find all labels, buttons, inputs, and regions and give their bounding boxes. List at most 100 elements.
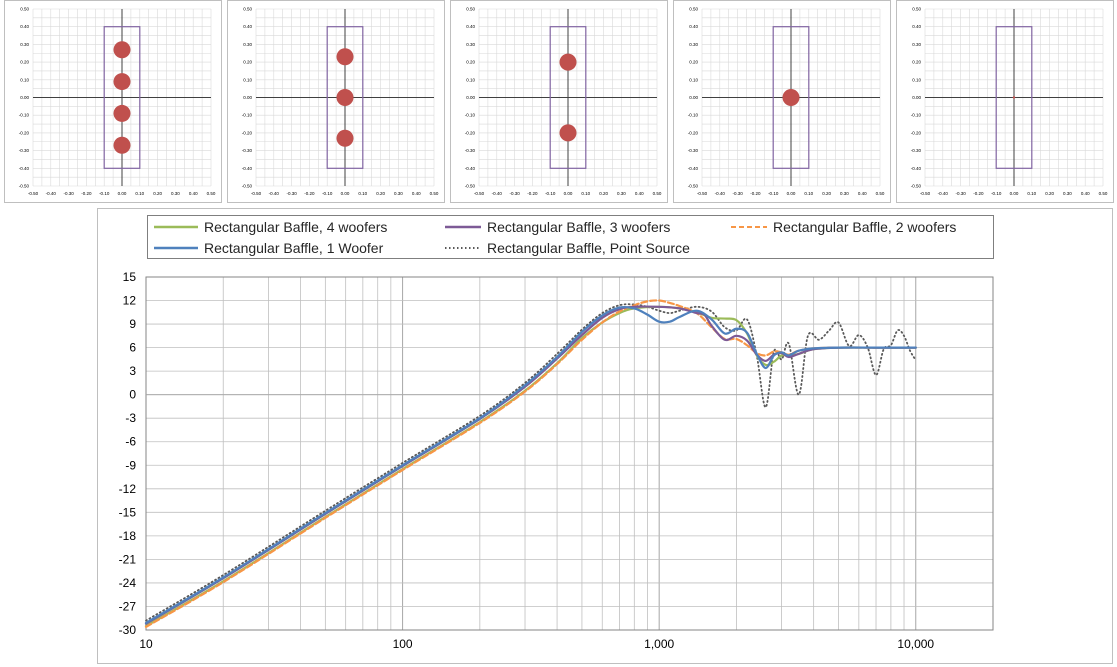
x-tick-label: -0.40 bbox=[938, 191, 949, 196]
y-tick-label: 0.00 bbox=[689, 95, 698, 100]
x-tick-label: -0.30 bbox=[63, 191, 74, 196]
legend-item-point-source: Rectangular Baffle, Point Source bbox=[445, 238, 690, 258]
woofer-marker bbox=[336, 48, 354, 66]
point-source-marker bbox=[1012, 96, 1016, 99]
y-tick-label: 0.20 bbox=[20, 60, 29, 65]
y-tick-label: 0.10 bbox=[243, 77, 252, 82]
y-tick-label: -0.50 bbox=[465, 184, 476, 189]
y-tick-label: 0.50 bbox=[243, 7, 252, 12]
x-tick-label: 0.30 bbox=[1063, 191, 1072, 196]
y-tick-label: 0.10 bbox=[466, 77, 475, 82]
x-tick-label: -0.40 bbox=[269, 191, 280, 196]
baffle-panel-point-source: 0.50 0.40 0.30 0.20 0.10 0.00 -0.10 -0.20 -0.30 -… bbox=[896, 0, 1114, 203]
y-tick-label: 0.30 bbox=[466, 42, 475, 47]
y-tick-label: -0.30 bbox=[242, 148, 253, 153]
woofer-marker bbox=[559, 53, 577, 71]
x-tick-label: 0.10 bbox=[135, 191, 144, 196]
x-tick-label: -0.10 bbox=[991, 191, 1002, 196]
y-tick-label: 3 bbox=[129, 364, 136, 378]
baffle-outline bbox=[772, 26, 810, 169]
y-tick-label: 0.20 bbox=[689, 60, 698, 65]
legend-item-4-woofers: Rectangular Baffle, 4 woofers bbox=[154, 217, 387, 237]
y-tick-label: -0.20 bbox=[19, 130, 30, 135]
baffle-panel-svg: 0.50 0.40 0.30 0.20 0.10 0.00 -0.10 -0.20 -0.30 -… bbox=[19, 7, 216, 197]
x-tick-label: -0.40 bbox=[492, 191, 503, 196]
x-tick-label: 0.40 bbox=[1081, 191, 1090, 196]
x-tick-label: 10,000 bbox=[897, 637, 934, 651]
y-tick-label: -21 bbox=[119, 552, 137, 566]
legend-label: Rectangular Baffle, Point Source bbox=[487, 240, 690, 256]
x-tick-label: 0.40 bbox=[858, 191, 867, 196]
x-tick-label: -0.40 bbox=[715, 191, 726, 196]
y-tick-label: 0.40 bbox=[243, 24, 252, 29]
legend-label: Rectangular Baffle, 3 woofers bbox=[487, 219, 671, 235]
x-tick-label: 0.10 bbox=[358, 191, 367, 196]
x-tick-label: -0.30 bbox=[955, 191, 966, 196]
x-tick-label: -0.50 bbox=[920, 191, 931, 196]
legend-line-icon bbox=[154, 225, 198, 229]
legend-label: Rectangular Baffle, 4 woofers bbox=[204, 219, 388, 235]
x-tick-label: 0.10 bbox=[581, 191, 590, 196]
x-tick-label: -0.30 bbox=[732, 191, 743, 196]
y-tick-label: 0.40 bbox=[466, 24, 475, 29]
y-tick-label: -0.10 bbox=[242, 113, 253, 118]
y-tick-label: 0.40 bbox=[912, 24, 921, 29]
y-tick-label: -0.30 bbox=[688, 148, 699, 153]
y-tick-label: 9 bbox=[129, 317, 136, 331]
x-tick-label: 0.10 bbox=[804, 191, 813, 196]
x-tick-label: 0.20 bbox=[153, 191, 162, 196]
y-tick-label: -6 bbox=[125, 435, 136, 449]
y-tick-label: -9 bbox=[125, 458, 136, 472]
y-tick-label: 0.50 bbox=[689, 7, 698, 12]
baffle-outline bbox=[995, 26, 1033, 169]
x-tick-label: 0.50 bbox=[1099, 191, 1108, 196]
x-tick-label: -0.50 bbox=[697, 191, 708, 196]
x-tick-label: -0.20 bbox=[527, 191, 538, 196]
y-tick-label: -3 bbox=[125, 411, 136, 425]
x-tick-label: 0.40 bbox=[189, 191, 198, 196]
grid-lines bbox=[145, 276, 994, 631]
x-tick-label: 0.00 bbox=[787, 191, 796, 196]
y-tick-label: 0.40 bbox=[689, 24, 698, 29]
legend-line-icon bbox=[731, 226, 767, 228]
y-tick-label: -0.20 bbox=[242, 130, 253, 135]
x-tick-label: 0.50 bbox=[207, 191, 216, 196]
y-tick-label: -18 bbox=[119, 529, 137, 543]
x-tick-label: -0.30 bbox=[286, 191, 297, 196]
woofer-marker bbox=[782, 89, 800, 106]
baffle-outline bbox=[326, 26, 364, 169]
legend-label: Rectangular Baffle, 2 woofers bbox=[773, 219, 957, 235]
series-line-4-woofers bbox=[144, 305, 917, 628]
y-tick-label: -0.50 bbox=[19, 184, 30, 189]
y-tick-label: 15 bbox=[123, 270, 137, 284]
x-tick-label: 0.30 bbox=[617, 191, 626, 196]
y-tick-label: 0.30 bbox=[912, 42, 921, 47]
y-tick-label: -27 bbox=[119, 599, 137, 613]
y-tick-label: 6 bbox=[129, 341, 136, 355]
x-tick-label: 0.30 bbox=[840, 191, 849, 196]
x-tick-label: -0.50 bbox=[474, 191, 485, 196]
x-tick-label: -0.20 bbox=[304, 191, 315, 196]
y-tick-label: 0.50 bbox=[912, 7, 921, 12]
x-tick-label: 0.00 bbox=[1010, 191, 1019, 196]
baffle-panel-4-woofers: 0.50 0.40 0.30 0.20 0.10 0.00 -0.10 -0.20 -0.30 -… bbox=[4, 0, 222, 203]
x-tick-label: -0.50 bbox=[251, 191, 262, 196]
x-tick-label: 0.20 bbox=[599, 191, 608, 196]
y-tick-label: -0.40 bbox=[465, 166, 476, 171]
woofer-marker bbox=[113, 73, 131, 91]
y-tick-label: 0.20 bbox=[466, 60, 475, 65]
y-tick-label: 0.00 bbox=[912, 95, 921, 100]
y-tick-label: 0.10 bbox=[20, 77, 29, 82]
y-tick-label: 0.50 bbox=[20, 7, 29, 12]
legend-line-icon bbox=[154, 246, 198, 250]
y-tick-label: 0.00 bbox=[243, 95, 252, 100]
x-tick-label: -0.10 bbox=[322, 191, 333, 196]
woofer-marker bbox=[336, 89, 354, 106]
x-tick-label: 0.50 bbox=[876, 191, 885, 196]
y-tick-label: 0.20 bbox=[243, 60, 252, 65]
x-tick-label: 0.10 bbox=[1027, 191, 1036, 196]
y-tick-label: -0.30 bbox=[465, 148, 476, 153]
x-tick-label: 0.20 bbox=[822, 191, 831, 196]
chart-legend: Rectangular Baffle, 4 woofers Rectangula… bbox=[147, 215, 994, 259]
